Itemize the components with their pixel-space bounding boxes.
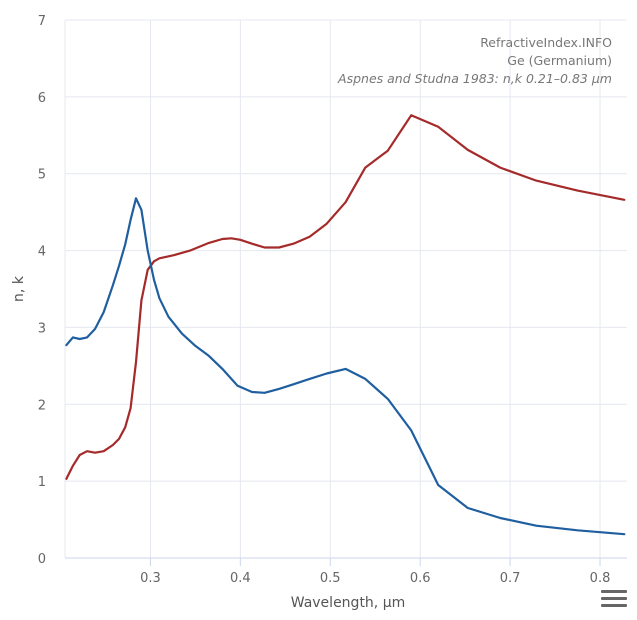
x-tick-label: 0.5 (320, 571, 341, 586)
x-tick-label: 0.7 (500, 571, 521, 586)
menu-bar (601, 589, 627, 593)
series-line-1 (65, 114, 626, 480)
y-tick-label: 3 (38, 321, 46, 336)
y-tick-label: 5 (38, 168, 46, 183)
menu-bar (601, 603, 627, 607)
y-grid-lines (65, 19, 627, 482)
y-axis-title: n, k (11, 275, 27, 302)
x-grid-lines (64, 20, 601, 558)
credits: RefractiveIndex.INFO Ge (Germanium) Aspn… (337, 35, 612, 86)
x-tick-label: 0.3 (140, 571, 161, 586)
hamburger-menu-icon[interactable] (601, 586, 627, 610)
y-tick-label: 0 (38, 552, 46, 567)
series-line-2 (65, 197, 626, 536)
y-axis-ticks: 0 1 2 3 4 5 6 7 (38, 14, 46, 567)
x-tick-label: 0.6 (410, 571, 431, 586)
y-tick-label: 7 (38, 14, 46, 29)
series-layer (65, 114, 626, 536)
y-tick-label: 2 (38, 398, 46, 413)
x-tick-label: 0.8 (590, 571, 611, 586)
menu-bar (601, 596, 627, 600)
x-axis-title: Wavelength, µm (291, 595, 406, 611)
credit-site: RefractiveIndex.INFO (480, 35, 612, 50)
credit-source: Aspnes and Studna 1983: n,k 0.21–0.83 µm (337, 71, 612, 86)
y-tick-label: 4 (38, 245, 46, 260)
credit-material: Ge (Germanium) (507, 53, 612, 68)
x-tick-label: 0.4 (230, 571, 251, 586)
y-tick-label: 6 (38, 91, 46, 106)
x-axis-ticks: 0.3 0.4 0.5 0.6 0.7 0.8 (140, 558, 610, 586)
y-tick-label: 1 (38, 475, 46, 490)
